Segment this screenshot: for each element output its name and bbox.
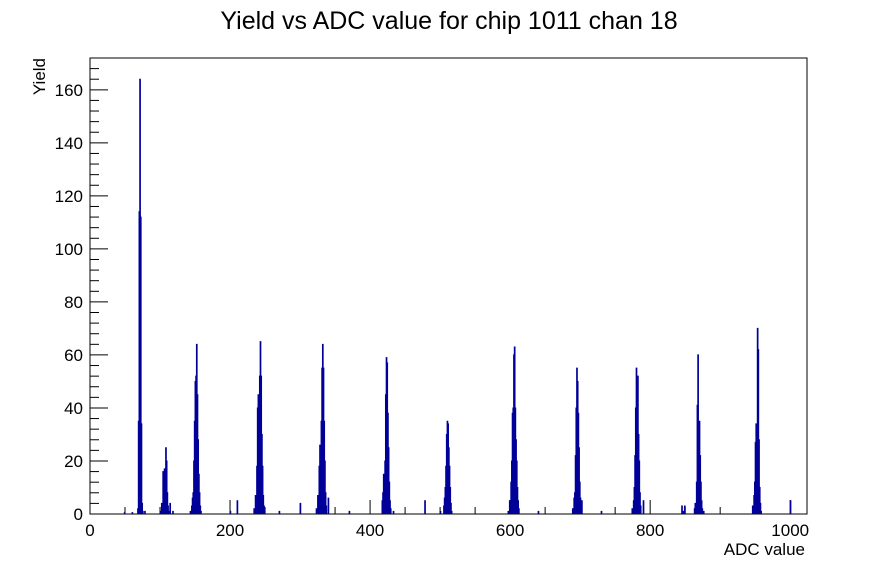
histogram-bin: [751, 505, 754, 514]
histogram-bin: [199, 505, 202, 514]
histogram-bin: [123, 512, 126, 514]
histogram-bin: [144, 510, 146, 514]
x-tick-label: 400: [356, 521, 384, 540]
histogram-bin: [392, 510, 395, 514]
histogram-bin: [600, 510, 603, 514]
histogram-bin: [141, 502, 144, 514]
histogram-bin: [262, 494, 265, 514]
histogram-bin: [638, 460, 641, 514]
x-tick-label: 1000: [771, 521, 809, 540]
histogram-bin: [167, 510, 170, 514]
histogram-bin: [324, 460, 326, 514]
histogram-bin: [758, 486, 761, 514]
histogram-bin: [189, 510, 192, 514]
histogram-bin: [508, 500, 511, 514]
histogram-bin: [229, 510, 232, 514]
histogram-bin: [261, 465, 264, 514]
histogram-bin: [702, 510, 705, 514]
histogram-bin: [518, 508, 520, 514]
histogram-bin: [254, 494, 257, 514]
histogram-bin: [642, 500, 645, 514]
histogram-bin: [236, 500, 239, 514]
histogram-bin: [200, 510, 202, 514]
y-tick-label: 60: [64, 346, 83, 365]
histogram-bin: [450, 510, 453, 514]
histogram-bin: [198, 492, 201, 514]
y-tick-label: 40: [64, 399, 83, 418]
x-tick-label: 600: [496, 521, 524, 540]
histogram-bin: [789, 500, 792, 514]
histogram-bin: [697, 354, 699, 514]
histogram-bin: [278, 510, 281, 514]
histogram-bin: [139, 216, 142, 514]
histogram-bin: [263, 505, 265, 514]
histogram-bin: [131, 512, 134, 514]
histogram-bin: [324, 492, 327, 514]
histogram-bin: [450, 502, 452, 514]
histogram-bin: [507, 510, 510, 514]
x-tick-label: 200: [216, 521, 244, 540]
histogram-bin: [159, 510, 162, 514]
histogram-bin: [581, 500, 583, 514]
histogram-bin: [169, 502, 172, 514]
histogram-bin: [517, 500, 520, 514]
histogram-bin: [424, 500, 426, 514]
histogram-bin: [449, 486, 452, 514]
histogram-bin: [160, 502, 163, 514]
histogram-bin: [760, 510, 762, 514]
y-tick-label: 0: [74, 505, 83, 524]
histogram-bin: [142, 510, 144, 514]
histogram-bin: [172, 510, 174, 514]
histogram-bin: [165, 460, 168, 514]
histogram-bin: [140, 423, 143, 514]
y-tick-label: 20: [64, 452, 83, 471]
x-axis-label: ADC value: [724, 540, 805, 559]
histogram-bin: [299, 502, 302, 514]
histogram-bin: [387, 447, 390, 514]
y-tick-label: 160: [55, 81, 83, 100]
histogram-bin: [631, 508, 634, 514]
histogram-bin: [253, 508, 256, 514]
histogram-bin: [325, 505, 328, 514]
y-tick-label: 120: [55, 187, 83, 206]
y-tick-label: 140: [55, 134, 83, 153]
histogram-bin: [389, 508, 392, 514]
histogram-bin: [388, 481, 391, 514]
y-axis-label: Yield: [30, 58, 49, 95]
histogram-bin: [759, 502, 762, 514]
histogram-series: [123, 78, 792, 514]
histogram-bin: [683, 505, 686, 514]
y-tick-label: 80: [64, 293, 83, 312]
histogram-bin: [167, 505, 169, 514]
histogram-bin: [578, 447, 580, 514]
histogram-bin: [681, 505, 683, 514]
histogram-bin: [317, 494, 319, 514]
histogram-bin: [758, 439, 760, 514]
histogram-bin: [682, 510, 685, 514]
histogram-bin: [315, 508, 318, 514]
x-tick-label: 0: [85, 521, 94, 540]
y-axis: 0 20 40 60 80 100 120 140 160: [55, 57, 108, 524]
histogram-bin: [537, 510, 540, 514]
x-tick-label: 800: [636, 521, 664, 540]
histogram-bin: [639, 492, 641, 514]
histogram-bin: [701, 508, 704, 514]
histogram-bin: [439, 510, 442, 514]
histogram-bin: [263, 510, 266, 514]
histogram-bin: [389, 500, 391, 514]
histogram-bin: [700, 500, 703, 514]
histogram-bin: [571, 508, 574, 514]
chart-title: Yield vs ADC value for chip 1011 chan 18: [220, 7, 677, 35]
histogram-bin: [757, 349, 760, 514]
y-tick-label: 100: [55, 240, 83, 259]
histogram-bin: [327, 497, 330, 514]
histogram-bin: [166, 492, 169, 514]
histogram-bin: [700, 481, 702, 514]
histogram-bin: [348, 510, 351, 514]
histogram-bin: [639, 505, 642, 514]
